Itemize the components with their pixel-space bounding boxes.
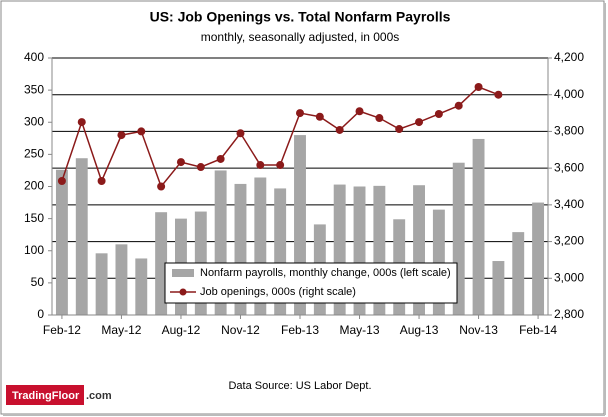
bar — [492, 261, 505, 315]
marker — [97, 176, 106, 185]
marker — [474, 83, 483, 92]
x-tick-label: Feb-13 — [281, 323, 319, 337]
bar — [135, 258, 148, 315]
marker — [176, 158, 185, 167]
marker — [415, 118, 424, 127]
marker — [276, 161, 285, 170]
bar — [294, 135, 306, 315]
marker — [256, 161, 265, 170]
bar — [452, 162, 465, 315]
y2-tick-label: 4,200 — [554, 50, 584, 64]
y-tick-label: 250 — [24, 147, 44, 161]
marker — [395, 125, 404, 134]
bar — [75, 158, 88, 315]
chart-title: US: Job Openings vs. Total Nonfarm Payro… — [150, 9, 451, 25]
legend-swatch — [179, 288, 187, 296]
marker — [236, 129, 245, 138]
y2-tick-label: 3,400 — [554, 197, 584, 211]
y-tick-label: 50 — [31, 275, 45, 289]
bar — [432, 209, 445, 315]
y-tick-label: 300 — [24, 114, 44, 128]
marker — [375, 114, 384, 123]
bar — [413, 185, 425, 315]
chart-subtitle: monthly, seasonally adjusted, in 000s — [201, 30, 400, 44]
marker — [57, 176, 66, 185]
bar — [472, 138, 485, 315]
bar — [274, 188, 287, 315]
y2-tick-label: 3,000 — [554, 270, 584, 284]
bar — [214, 170, 227, 315]
legend-swatch — [172, 269, 194, 277]
bar — [55, 169, 68, 315]
marker — [494, 90, 503, 99]
x-tick-label: Feb-12 — [43, 323, 81, 337]
x-tick-label: May-12 — [101, 323, 141, 337]
y2-tick-label: 3,800 — [554, 124, 584, 138]
y2-tick-label: 3,200 — [554, 234, 584, 248]
legend-box — [164, 262, 458, 304]
logo-box — [6, 385, 84, 405]
marker — [137, 127, 146, 136]
marker — [77, 118, 86, 127]
bar — [254, 177, 267, 315]
y2-tick-label: 4,000 — [554, 87, 584, 101]
bar — [333, 184, 346, 315]
logo-suffix: .com — [86, 390, 112, 402]
x-tick-label: May-13 — [340, 323, 380, 337]
bar — [155, 212, 168, 315]
y-tick-label: 200 — [24, 179, 44, 193]
marker — [335, 125, 344, 134]
bar — [115, 244, 128, 315]
logo-name: TradingFloor — [12, 390, 80, 402]
x-tick-label: Aug-12 — [162, 323, 201, 337]
marker — [296, 109, 304, 118]
y2-tick-label: 2,800 — [554, 307, 584, 321]
y2-tick-label: 3,600 — [554, 160, 584, 174]
marker — [454, 101, 463, 110]
bar — [373, 185, 386, 315]
y-tick-label: 400 — [24, 50, 44, 64]
bar — [532, 202, 545, 315]
marker — [216, 154, 225, 163]
x-tick-label: Nov-13 — [459, 323, 498, 337]
legend-label: Nonfarm payrolls, monthly change, 000s (… — [200, 267, 451, 279]
bar — [95, 253, 108, 315]
marker — [315, 112, 324, 121]
x-tick-label: Aug-13 — [400, 323, 439, 337]
marker — [196, 163, 205, 172]
marker — [434, 109, 443, 118]
y-tick-label: 0 — [37, 307, 44, 321]
marker — [355, 107, 364, 116]
bar — [512, 232, 525, 315]
y-tick-label: 150 — [24, 211, 44, 225]
bar — [234, 183, 247, 315]
legend-label: Job openings, 000s (right scale) — [200, 286, 356, 298]
x-tick-label: Feb-14 — [519, 323, 557, 337]
bar — [353, 186, 366, 315]
x-tick-label: Nov-12 — [221, 323, 260, 337]
y-tick-label: 100 — [24, 243, 44, 257]
source: Data Source: US Labor Dept. — [228, 380, 371, 392]
marker — [157, 182, 166, 191]
marker — [117, 131, 126, 140]
y-tick-label: 350 — [24, 82, 44, 96]
